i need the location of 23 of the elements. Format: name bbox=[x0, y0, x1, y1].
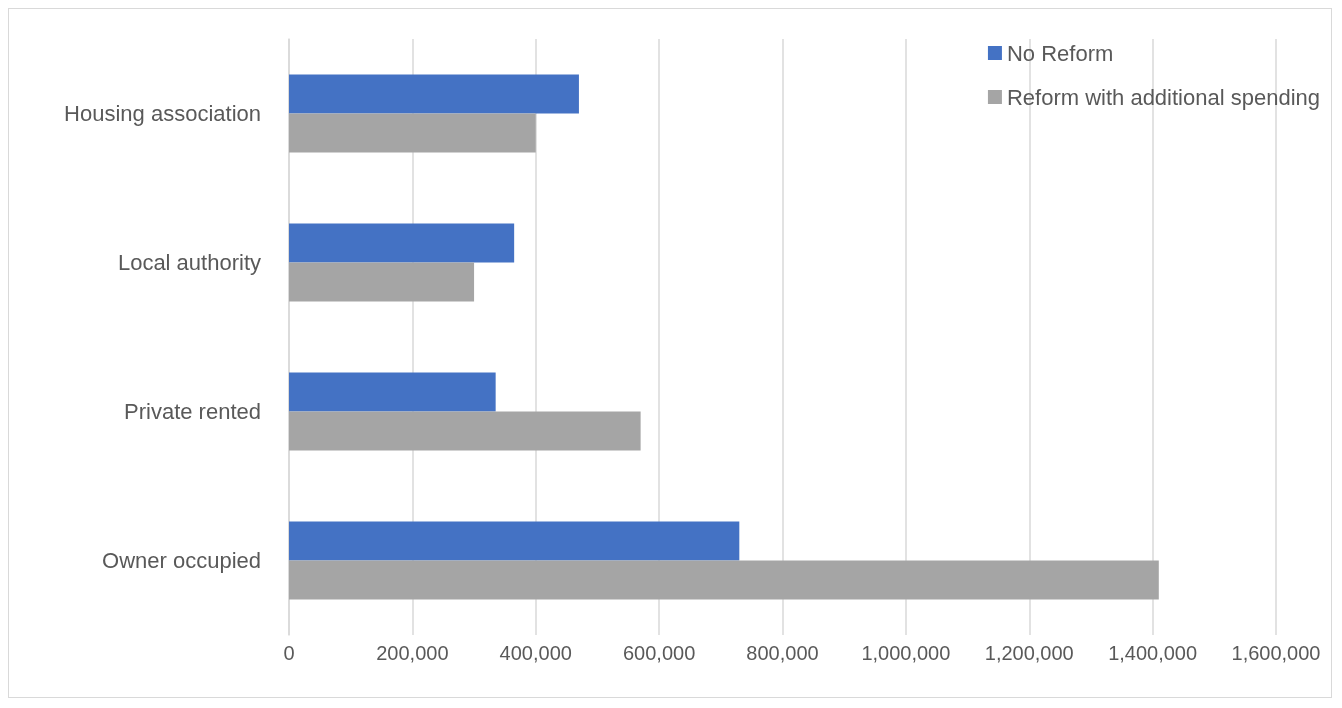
bar bbox=[289, 262, 475, 302]
x-tick-label: 1,600,000 bbox=[1231, 642, 1321, 664]
x-tick-label: 800,000 bbox=[746, 642, 819, 664]
x-tick-label: 1,400,000 bbox=[1108, 642, 1198, 664]
bar bbox=[289, 411, 641, 451]
x-tick-label: 200,000 bbox=[376, 642, 449, 664]
bar bbox=[289, 560, 1159, 600]
y-tick-label: Owner occupied bbox=[102, 548, 261, 573]
x-tick-label: 400,000 bbox=[499, 642, 572, 664]
y-tick-label: Housing association bbox=[64, 101, 261, 126]
bar bbox=[289, 74, 579, 114]
bar bbox=[289, 521, 740, 561]
x-tick-label: 1,000,000 bbox=[861, 642, 951, 664]
x-tick-label: 0 bbox=[283, 642, 295, 664]
y-tick-label: Local authority bbox=[117, 250, 261, 275]
x-tick-label: 1,200,000 bbox=[984, 642, 1074, 664]
bar bbox=[289, 372, 496, 412]
bar bbox=[289, 223, 515, 263]
y-tick-label: Private rented bbox=[124, 399, 261, 424]
bar bbox=[289, 113, 536, 153]
legend-label: No Reform bbox=[1006, 40, 1114, 66]
x-tick-label: 600,000 bbox=[622, 642, 696, 664]
legend-label: Reform with additional spending bbox=[1006, 84, 1321, 110]
